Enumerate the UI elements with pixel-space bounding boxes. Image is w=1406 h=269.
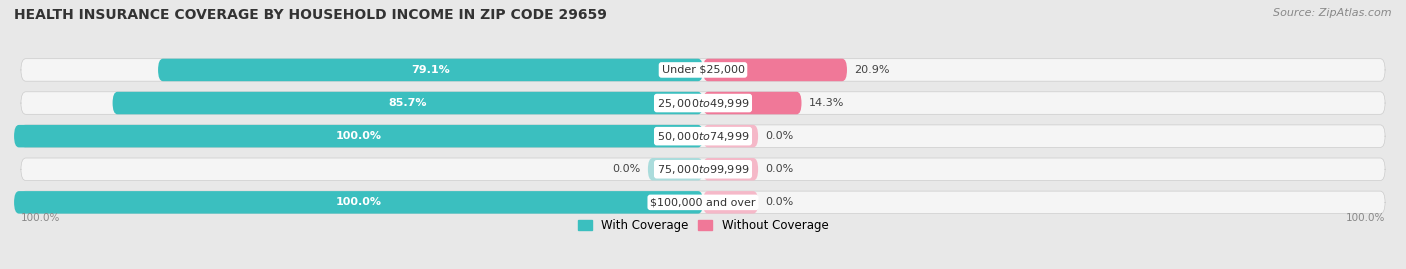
Text: 100.0%: 100.0% bbox=[336, 197, 381, 207]
Text: $75,000 to $99,999: $75,000 to $99,999 bbox=[657, 163, 749, 176]
Text: 100.0%: 100.0% bbox=[1346, 213, 1385, 223]
Text: 100.0%: 100.0% bbox=[336, 131, 381, 141]
Text: $100,000 and over: $100,000 and over bbox=[650, 197, 756, 207]
Text: 100.0%: 100.0% bbox=[21, 213, 60, 223]
FancyBboxPatch shape bbox=[21, 59, 1385, 81]
FancyBboxPatch shape bbox=[157, 59, 703, 81]
FancyBboxPatch shape bbox=[703, 125, 758, 147]
FancyBboxPatch shape bbox=[21, 92, 1385, 114]
FancyBboxPatch shape bbox=[703, 59, 846, 81]
FancyBboxPatch shape bbox=[703, 92, 801, 114]
FancyBboxPatch shape bbox=[648, 158, 703, 180]
Text: 85.7%: 85.7% bbox=[388, 98, 427, 108]
FancyBboxPatch shape bbox=[14, 191, 703, 214]
Text: HEALTH INSURANCE COVERAGE BY HOUSEHOLD INCOME IN ZIP CODE 29659: HEALTH INSURANCE COVERAGE BY HOUSEHOLD I… bbox=[14, 8, 607, 22]
Text: 0.0%: 0.0% bbox=[765, 164, 793, 174]
FancyBboxPatch shape bbox=[21, 158, 1385, 180]
Text: $50,000 to $74,999: $50,000 to $74,999 bbox=[657, 130, 749, 143]
Legend: With Coverage, Without Coverage: With Coverage, Without Coverage bbox=[572, 215, 834, 237]
FancyBboxPatch shape bbox=[21, 125, 1385, 147]
Text: Source: ZipAtlas.com: Source: ZipAtlas.com bbox=[1274, 8, 1392, 18]
Text: 0.0%: 0.0% bbox=[765, 131, 793, 141]
Text: $25,000 to $49,999: $25,000 to $49,999 bbox=[657, 97, 749, 109]
Text: 0.0%: 0.0% bbox=[765, 197, 793, 207]
Text: 20.9%: 20.9% bbox=[853, 65, 890, 75]
Text: 79.1%: 79.1% bbox=[411, 65, 450, 75]
FancyBboxPatch shape bbox=[14, 125, 703, 147]
Text: 14.3%: 14.3% bbox=[808, 98, 844, 108]
FancyBboxPatch shape bbox=[21, 191, 1385, 214]
FancyBboxPatch shape bbox=[703, 191, 758, 214]
Text: 0.0%: 0.0% bbox=[613, 164, 641, 174]
FancyBboxPatch shape bbox=[112, 92, 703, 114]
FancyBboxPatch shape bbox=[703, 158, 758, 180]
Text: Under $25,000: Under $25,000 bbox=[661, 65, 745, 75]
